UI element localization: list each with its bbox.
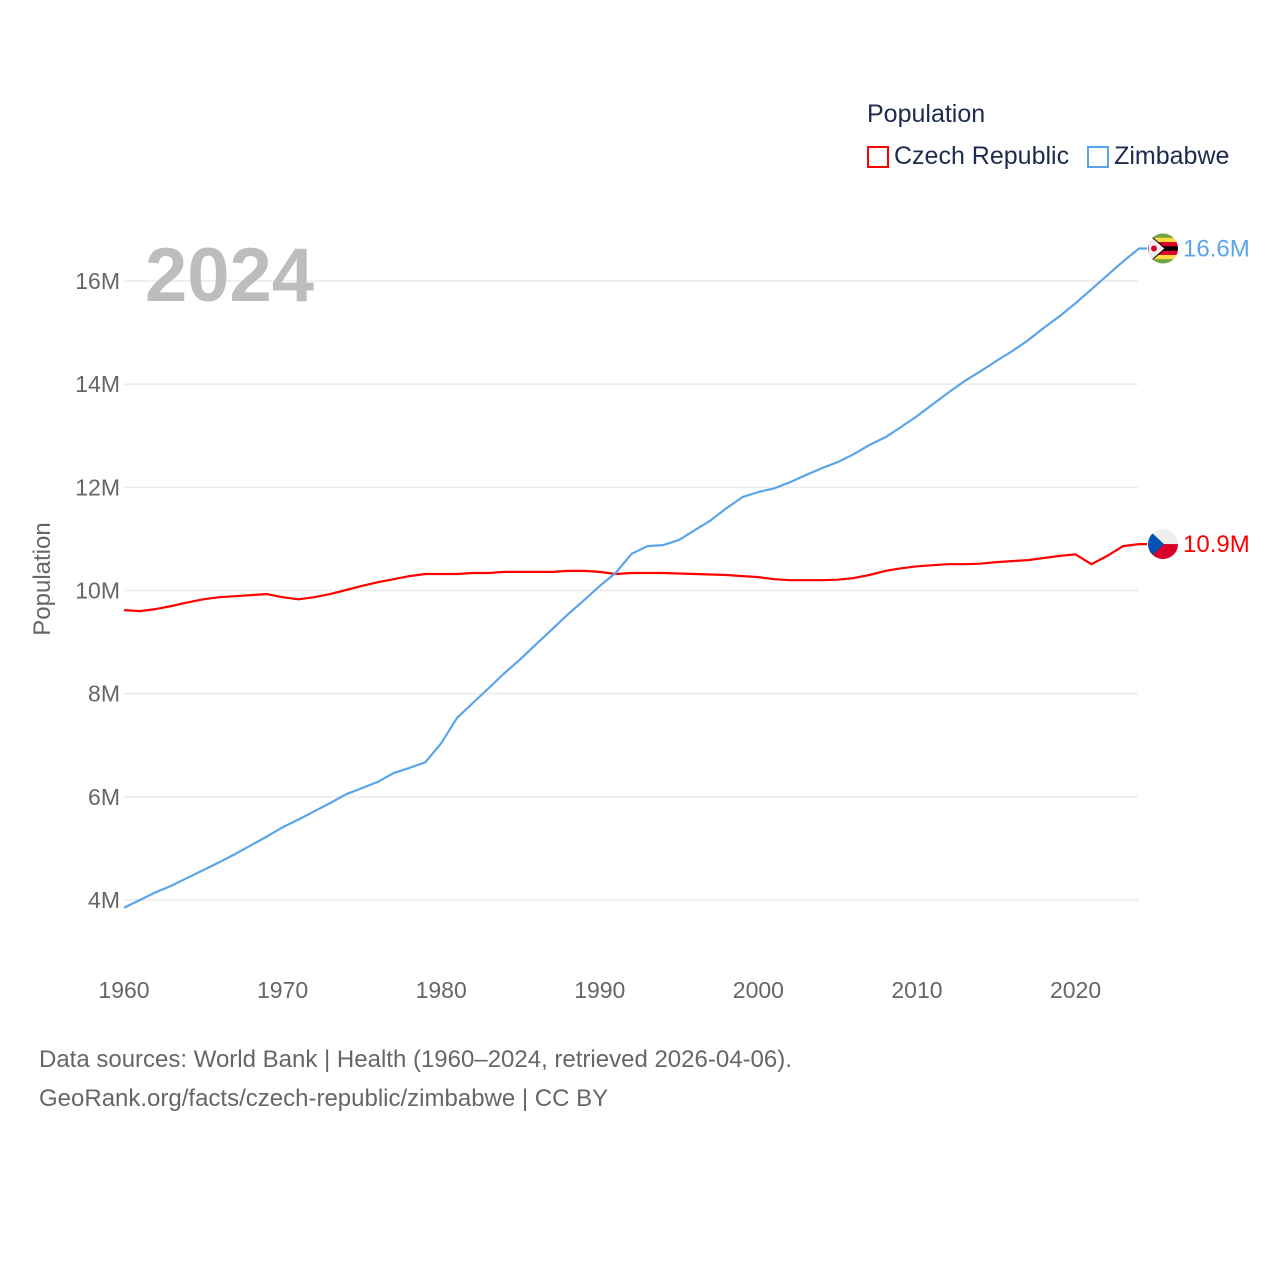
x-tick-label: 1990 <box>574 977 625 1003</box>
flag-stripe <box>1148 237 1178 243</box>
flag-stripe <box>1148 242 1178 247</box>
series-end-labels: 10.9M 16.6M <box>1148 233 1250 560</box>
x-tick-label: 2010 <box>891 977 942 1003</box>
zimbabwe-flag-icon <box>1148 233 1178 264</box>
x-tick-label: 1970 <box>257 977 308 1003</box>
legend-swatch-zimbabwe <box>1087 145 1110 168</box>
legend: Czech Republic Zimbabwe <box>867 142 1229 171</box>
source-link[interactable]: GeoRank.org/facts/czech-republic/zimbabw… <box>39 1085 609 1112</box>
current-year-label: 2024 <box>145 233 314 318</box>
legend-item-zimbabwe[interactable]: Zimbabwe <box>1087 142 1229 171</box>
x-axis-ticks: 1960 1970 1980 1990 2000 2010 2020 <box>98 977 1101 1003</box>
flag-body <box>1148 233 1178 264</box>
y-tick-label: 8M <box>88 681 120 707</box>
series-end-label: 16.6M <box>1183 236 1250 263</box>
x-tick-label: 2000 <box>733 977 784 1003</box>
y-axis-ticks: 4M 6M 8M 10M 12M 14M 16M <box>75 268 120 913</box>
legend-swatch-czech <box>867 145 889 168</box>
legend-item-czech-republic[interactable]: Czech Republic <box>867 142 1069 171</box>
series-line-zimbabwe <box>123 247 1147 909</box>
series-end-label: 10.9M <box>1183 531 1250 558</box>
y-tick-label: 16M <box>75 268 120 294</box>
data-source-text: Data sources: World Bank | Health (1960–… <box>39 1046 792 1073</box>
flag-body <box>1148 529 1178 560</box>
x-tick-label: 1980 <box>416 977 467 1003</box>
flag-blue <box>1148 529 1164 560</box>
legend-label: Czech Republic <box>894 142 1070 170</box>
legend-label: Zimbabwe <box>1114 142 1230 170</box>
series-lines <box>123 247 1147 909</box>
legend-title: Population <box>867 100 986 128</box>
y-tick-label: 6M <box>88 784 120 810</box>
czech-flag-icon <box>1148 529 1178 560</box>
flag-stripe <box>1148 254 1178 260</box>
flag-stripe <box>1148 233 1178 239</box>
gridlines <box>124 280 1138 901</box>
y-tick-label: 10M <box>75 578 120 604</box>
series-line-czech-republic <box>123 542 1147 613</box>
y-axis-label: Population <box>29 522 56 635</box>
y-tick-label: 12M <box>75 474 120 500</box>
x-tick-label: 1960 <box>98 977 149 1003</box>
x-tick-label: 2020 <box>1050 977 1101 1003</box>
y-tick-label: 14M <box>75 371 120 397</box>
flag-stripe <box>1148 250 1178 256</box>
flag-stripe <box>1148 259 1178 264</box>
flag-star <box>1151 245 1157 252</box>
y-tick-label: 4M <box>88 887 120 913</box>
